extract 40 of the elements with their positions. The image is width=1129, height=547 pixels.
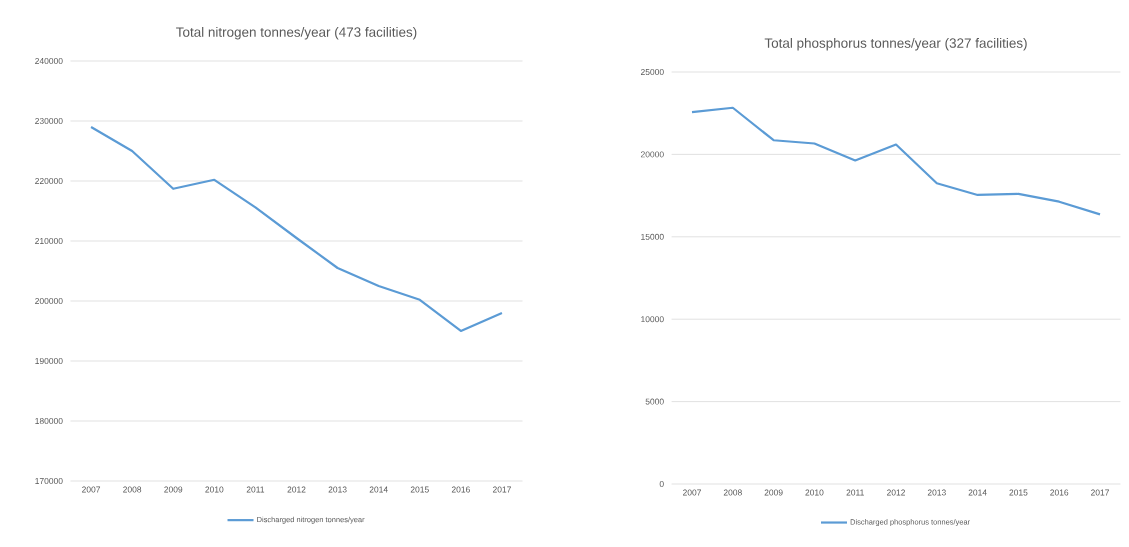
y-tick-label: 15000: [641, 233, 664, 240]
x-tick-label: 2008: [123, 486, 142, 493]
y-tick-label: 230000: [35, 118, 63, 124]
x-tick-label: 2015: [410, 486, 429, 493]
x-tick-label: 2010: [205, 486, 224, 493]
x-tick-label: 2009: [164, 486, 183, 493]
y-tick-label: 20000: [640, 151, 664, 158]
y-tick-label: 25000: [640, 69, 664, 75]
x-tick-label: 2013: [328, 486, 347, 493]
y-tick-label: 240000: [35, 58, 63, 64]
y-tick-label: 180000: [35, 418, 63, 424]
x-tick-label: 2007: [82, 486, 101, 493]
x-tick-label: 2013: [927, 489, 946, 496]
x-tick-label: 2009: [764, 489, 783, 496]
y-tick-label: 220000: [35, 178, 63, 184]
chart-title: Total phosphorus tonnes/year (327 facilities): [764, 37, 1027, 51]
x-tick-label: 2014: [968, 489, 987, 496]
y-tick-label: 200000: [35, 298, 63, 304]
x-tick-label: 2016: [451, 486, 470, 493]
y-tick-label: 170000: [35, 478, 63, 484]
x-tick-label: 2017: [1091, 489, 1109, 496]
x-tick-label: 2017: [492, 486, 511, 493]
x-tick-label: 2008: [723, 489, 742, 496]
y-tick-label: 190000: [35, 358, 63, 364]
x-tick-label: 2015: [1009, 489, 1028, 496]
x-tick-label: 2010: [805, 489, 824, 496]
line-series: [690, 106, 1102, 216]
x-tick-label: 2012: [887, 489, 905, 496]
x-tick-label: 2011: [846, 489, 864, 496]
line-series: [89, 125, 504, 333]
chart-title: Total nitrogen tonnes/year (473 facilities): [176, 26, 417, 40]
y-tick-label: 5000: [645, 398, 664, 405]
x-tick-label: 2012: [287, 486, 306, 493]
y-tick-label: 0: [659, 481, 664, 487]
x-tick-label: 2007: [683, 489, 701, 496]
x-tick-label: 2014: [369, 486, 388, 493]
x-tick-label: 2016: [1050, 489, 1069, 496]
y-tick-label: 210000: [35, 238, 63, 244]
x-tick-label: 2011: [246, 486, 265, 493]
y-tick-label: 10000: [641, 316, 664, 323]
